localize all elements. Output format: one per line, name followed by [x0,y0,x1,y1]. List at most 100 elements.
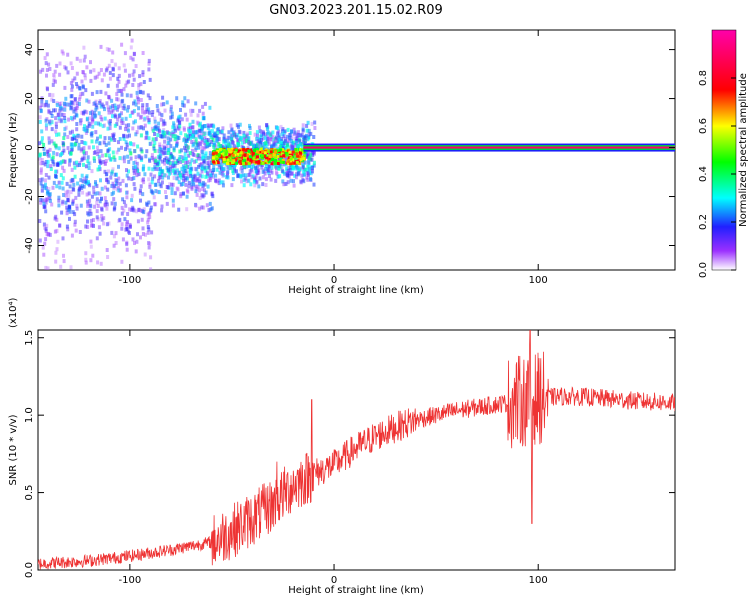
spectrogram-cell [263,151,267,155]
spectrogram-cell [186,174,190,179]
spectrogram-cell [114,241,118,245]
spectrogram-cell [184,141,188,146]
spectrogram-cell [230,137,234,142]
spectrogram-cell [207,124,211,129]
spectrogram-cell [158,151,162,156]
spectrogram-cell [137,207,141,212]
spectrogram-cell [82,176,86,181]
spectrogram-cell [279,139,283,143]
spectrogram-cell [158,128,161,133]
spectrogram-cell [252,144,256,149]
spectrogram-cell [273,150,277,154]
spectrogram-cell [198,182,202,187]
spectrogram-cell [158,175,162,180]
spectrogram-cell [248,169,252,174]
spectrogram-cell [45,100,49,105]
spectrogram-cell [301,169,305,174]
spectrogram-cell [114,106,118,110]
spectrogram-cell [48,198,52,203]
spectrogram-cell [193,173,197,178]
spectrogram-cell [239,174,243,179]
spectrogram-cell [153,202,157,207]
spectrogram-cell [62,113,66,117]
spectrogram-cell [307,132,311,137]
spectrogram-cell [184,182,188,187]
spectrogram-cell [137,97,140,102]
spectrogram-cell [267,164,271,169]
spectrogram-cell [214,144,217,149]
spectrogram-cell [80,134,84,139]
spectrogram-cell [161,95,165,100]
spectrogram-cell [145,109,149,114]
spectrogram-cell [146,93,150,98]
spectrogram-cell [110,230,114,235]
spectrogram-cell [131,126,135,131]
spectrogram-cell [60,49,64,54]
spectrogram-cell [137,106,141,111]
spectrogram-cell [117,73,121,78]
spectrogram-cell [122,87,126,92]
spectrogram-cell [197,145,200,150]
spectrogram-cell [300,148,304,152]
spectrogram-cell [295,149,299,153]
spectrogram-cell [298,142,302,147]
spectrogram-cell [297,162,301,166]
spectrogram-cell [127,176,131,181]
spectrogram-cell [168,182,172,187]
spectrogram-cell [240,140,244,145]
spectrogram-cell [121,106,125,111]
spectrogram-cell [191,152,195,157]
spectrogram-cell [74,108,78,113]
spectrogram-cell [80,147,84,152]
spectrogram-cell [154,182,158,187]
spectrogram-cell [311,166,314,170]
spectrogram-cell [136,112,140,117]
spectrogram-cell [128,222,132,227]
spectrogram-cell [46,164,50,169]
spectrogram-cell [85,65,89,70]
spectrogram-cell [296,136,300,141]
spectrogram-cell [61,165,65,170]
spectrogram-cell [151,137,155,142]
spectrogram-cell [107,136,111,141]
spectrogram-cell [38,141,42,146]
spectrogram-cell [169,131,173,136]
spectrogram-cell [179,175,183,180]
spectrogram-cell [252,164,256,169]
spectrogram-cell [50,127,54,132]
spectrogram-cell [52,150,56,155]
spectrogram-cell [135,166,139,171]
spectrogram-cell [220,161,224,166]
spectrogram-cell [151,110,155,114]
spectrogram-cell [73,98,77,103]
spectrogram-cell [93,204,97,209]
spectrogram-cell [93,75,97,80]
spectrogram-cell [115,181,118,186]
spectrogram-cell [301,165,305,170]
spectrogram-cell [124,127,127,132]
spectrogram-cell [44,265,48,270]
spectrogram-cell [108,122,112,127]
spectrogram-cell [198,163,202,168]
spectrogram-cell [157,167,160,172]
spectrogram-cell [258,129,262,134]
spectrogram-cell [139,89,143,94]
spectrogram-cell [47,136,51,141]
spectrogram-cell [274,155,278,159]
spectrogram-cell [257,184,261,189]
spectrogram-cell [209,161,213,165]
spectrogram-cell [141,70,145,75]
spectrogram-cell [201,153,205,158]
spectrogram-cell [242,147,246,151]
spectrogram-cell [267,149,271,153]
spectrogram-cell [69,142,73,147]
spectrogram-cell [106,149,110,154]
spectrogram-cell [153,165,157,170]
spectrogram-cell [110,59,114,63]
spectrogram-cell [156,133,160,138]
spectrogram-cell [290,172,294,176]
spectrogram-cell [242,158,246,162]
spectrogram-cell [206,172,210,177]
spectrogram-cell [98,199,102,204]
spectrogram-cell [43,56,47,61]
